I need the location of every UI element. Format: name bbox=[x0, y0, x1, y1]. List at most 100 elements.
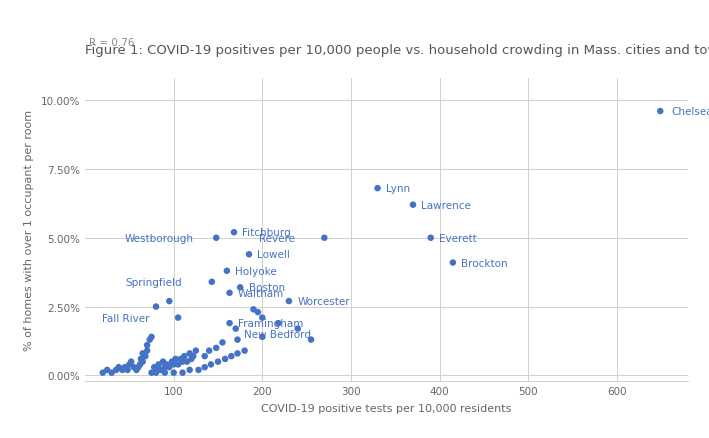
Point bbox=[284, 298, 295, 305]
Point bbox=[153, 361, 164, 368]
Point bbox=[203, 347, 215, 354]
Point bbox=[111, 367, 122, 374]
Text: Westborough: Westborough bbox=[125, 233, 194, 243]
Point bbox=[164, 298, 175, 305]
Point bbox=[187, 353, 199, 360]
Point bbox=[177, 358, 189, 365]
Point bbox=[220, 356, 231, 363]
Point bbox=[224, 290, 235, 297]
Point bbox=[447, 259, 459, 266]
Point bbox=[235, 284, 246, 291]
Y-axis label: % of homes with over 1 occupant per room: % of homes with over 1 occupant per room bbox=[24, 110, 34, 350]
Point bbox=[122, 367, 133, 374]
X-axis label: COVID-19 positive tests per 10,000 residents: COVID-19 positive tests per 10,000 resid… bbox=[261, 403, 512, 413]
Text: Lawrence: Lawrence bbox=[421, 200, 471, 210]
Text: Revere: Revere bbox=[259, 233, 295, 243]
Point bbox=[159, 364, 170, 371]
Point bbox=[150, 367, 162, 374]
Point bbox=[199, 364, 211, 371]
Point bbox=[142, 347, 153, 354]
Point bbox=[137, 358, 148, 365]
Point bbox=[230, 325, 241, 332]
Point bbox=[146, 334, 157, 341]
Point bbox=[164, 364, 175, 371]
Text: Brockton: Brockton bbox=[462, 258, 508, 268]
Text: Boston: Boston bbox=[249, 283, 284, 293]
Point bbox=[168, 369, 179, 376]
Point bbox=[211, 345, 222, 352]
Point bbox=[150, 369, 162, 376]
Point bbox=[243, 251, 255, 258]
Text: New Bedford: New Bedford bbox=[244, 329, 311, 339]
Point bbox=[221, 268, 233, 275]
Text: Fitchburg: Fitchburg bbox=[242, 228, 291, 238]
Point bbox=[113, 364, 125, 371]
Point bbox=[170, 356, 182, 363]
Point bbox=[123, 361, 135, 368]
Text: Waltham: Waltham bbox=[238, 288, 284, 298]
Point bbox=[133, 364, 144, 371]
Point bbox=[184, 350, 196, 357]
Point bbox=[217, 339, 228, 346]
Point bbox=[155, 367, 166, 374]
Point bbox=[179, 353, 190, 360]
Point bbox=[119, 364, 130, 371]
Point bbox=[252, 309, 264, 316]
Point bbox=[654, 108, 666, 115]
Point bbox=[306, 336, 317, 343]
Point bbox=[150, 304, 162, 311]
Point bbox=[140, 353, 151, 360]
Point bbox=[182, 358, 193, 365]
Point bbox=[172, 314, 184, 321]
Point bbox=[372, 185, 383, 192]
Point bbox=[135, 361, 146, 368]
Point bbox=[407, 202, 418, 209]
Text: Everett: Everett bbox=[439, 233, 476, 243]
Point bbox=[130, 367, 142, 374]
Text: Lowell: Lowell bbox=[257, 250, 290, 260]
Point bbox=[247, 306, 259, 313]
Point bbox=[166, 358, 177, 365]
Point bbox=[228, 229, 240, 236]
Point bbox=[144, 336, 155, 343]
Point bbox=[190, 347, 201, 354]
Text: Worcester: Worcester bbox=[297, 297, 350, 306]
Point bbox=[292, 325, 303, 332]
Point bbox=[116, 367, 128, 374]
Point bbox=[175, 356, 186, 363]
Point bbox=[272, 320, 284, 327]
Point bbox=[425, 235, 436, 242]
Point bbox=[199, 353, 211, 360]
Point bbox=[146, 369, 157, 376]
Point bbox=[232, 350, 243, 357]
Text: Figure 1: COVID-19 positives per 10,000 people vs. household crowding in Mass. c: Figure 1: COVID-19 positives per 10,000 … bbox=[85, 44, 709, 57]
Text: Holyoke: Holyoke bbox=[235, 266, 277, 276]
Text: R = 0.76: R = 0.76 bbox=[89, 38, 134, 48]
Point bbox=[184, 367, 196, 374]
Point bbox=[239, 347, 250, 354]
Point bbox=[142, 342, 153, 349]
Point bbox=[128, 364, 140, 371]
Point bbox=[193, 367, 204, 374]
Point bbox=[135, 356, 147, 363]
Point bbox=[137, 350, 148, 357]
Point bbox=[159, 369, 170, 376]
Point bbox=[101, 367, 113, 374]
Point bbox=[97, 369, 108, 376]
Point bbox=[161, 361, 172, 368]
Point bbox=[157, 358, 169, 365]
Point bbox=[106, 369, 117, 376]
Point bbox=[186, 356, 197, 363]
Text: Lynn: Lynn bbox=[386, 184, 410, 194]
Point bbox=[257, 334, 268, 341]
Point bbox=[206, 361, 217, 368]
Point bbox=[257, 314, 268, 321]
Point bbox=[224, 320, 235, 327]
Point bbox=[177, 369, 189, 376]
Text: Framingham: Framingham bbox=[238, 318, 303, 328]
Point bbox=[148, 364, 160, 371]
Point bbox=[172, 361, 184, 368]
Point bbox=[168, 361, 179, 368]
Point bbox=[225, 353, 237, 360]
Point bbox=[206, 279, 218, 286]
